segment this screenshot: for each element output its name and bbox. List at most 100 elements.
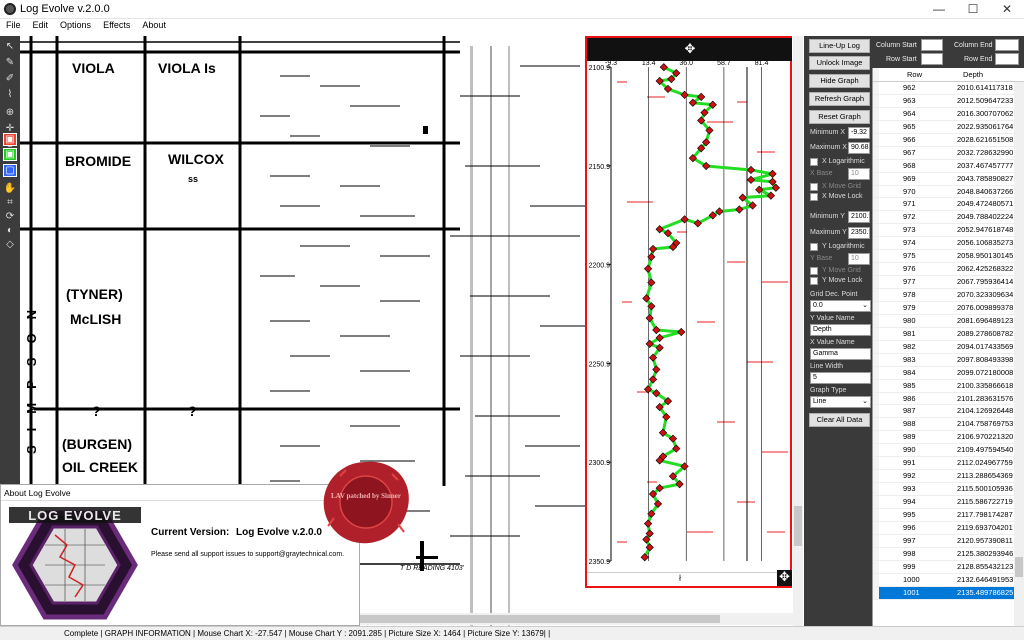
data-point-marker[interactable] (702, 161, 711, 171)
row-selector[interactable] (873, 224, 879, 237)
row-selector[interactable] (873, 496, 879, 508)
row-selector[interactable] (873, 146, 879, 159)
data-point-marker[interactable] (702, 138, 711, 147)
table-row[interactable]: 1001 2135.489786825 (873, 586, 1024, 600)
data-point-marker[interactable] (663, 229, 673, 238)
table-row[interactable]: 967 2032.728632990 (873, 146, 1024, 160)
data-point-marker[interactable] (680, 462, 689, 471)
pointer-tool-icon[interactable]: ↖ (5, 41, 15, 52)
data-point-marker[interactable] (655, 456, 664, 465)
x-move-lock-checkbox[interactable] (810, 193, 818, 201)
y-value-name-input[interactable]: Depth (810, 324, 871, 336)
row-selector[interactable] (873, 521, 879, 534)
row-selector[interactable] (873, 107, 879, 120)
table-row[interactable]: 963 2012.509647233 (873, 94, 1024, 108)
data-point-marker[interactable] (705, 126, 714, 135)
row-selector[interactable] (873, 353, 879, 366)
table-row[interactable]: 980 2081.696489123 (873, 314, 1024, 328)
hand-tool-icon[interactable]: ✋ (3, 183, 17, 194)
data-point-marker[interactable] (766, 191, 775, 200)
table-row[interactable]: 973 2052.947618748 (873, 224, 1024, 238)
table-row[interactable]: 1000 2132.646491953 (873, 573, 1024, 587)
table-row[interactable]: 985 2100.335866618 (873, 379, 1024, 393)
data-point-marker[interactable] (680, 90, 689, 99)
data-point-marker[interactable] (735, 205, 744, 214)
data-point-marker[interactable] (746, 165, 756, 175)
table-row[interactable]: 984 2099.072180008 (873, 366, 1024, 380)
row-selector[interactable] (873, 172, 879, 185)
y-base-input[interactable]: 10 (848, 253, 870, 265)
row-selector[interactable] (873, 379, 879, 392)
line-width-input[interactable]: 5 (810, 372, 871, 384)
data-point-marker[interactable] (697, 92, 706, 101)
data-point-marker[interactable] (655, 76, 664, 86)
data-point-marker[interactable] (746, 175, 756, 184)
table-row[interactable]: 989 2106.970221320 (873, 431, 1024, 445)
table-row[interactable]: 970 2048.840637266 (873, 185, 1024, 199)
table-row[interactable]: 993 2115.500105936 (873, 483, 1024, 496)
row-selector[interactable] (873, 327, 879, 340)
data-point-marker[interactable] (675, 480, 684, 489)
menu-file[interactable]: File (6, 20, 21, 30)
graph-type-select[interactable]: Line ⌄ (810, 396, 871, 408)
data-point-marker[interactable] (648, 375, 658, 384)
data-point-marker[interactable] (768, 169, 777, 179)
graph-bottom-move-handle-icon[interactable]: ✥ (777, 570, 792, 586)
data-point-marker[interactable] (643, 264, 653, 273)
table-row[interactable]: 992 2113.288654369 (873, 470, 1024, 484)
table-row[interactable]: 964 2016.300707062 (873, 107, 1024, 121)
y-move-grid-checkbox[interactable] (810, 267, 818, 275)
data-point-marker[interactable] (667, 74, 676, 84)
data-point-marker[interactable] (672, 444, 681, 453)
table-row[interactable]: 999 2128.855432123 (873, 560, 1024, 574)
x-logarithmic-checkbox[interactable] (810, 158, 818, 166)
column-header-row[interactable]: Row (907, 70, 923, 79)
data-point-marker[interactable] (655, 343, 664, 352)
max-x-input[interactable]: 90.68 (848, 142, 870, 154)
table-row[interactable]: 976 2062.425268322 (873, 263, 1024, 277)
data-point-marker[interactable] (697, 144, 706, 153)
menu-effects[interactable]: Effects (103, 20, 131, 30)
row-selector[interactable] (873, 547, 879, 560)
data-point-marker[interactable] (642, 535, 651, 544)
y-logarithmic-checkbox[interactable] (810, 243, 818, 251)
rotate-tool-icon[interactable]: ⟳ (5, 211, 15, 222)
table-row[interactable]: 988 2104.758769753 (873, 418, 1024, 432)
table-row[interactable]: 991 2112.024967759 (873, 457, 1024, 471)
data-table[interactable]: Row Depth 962 2010.614117318 963 2012.50964… (872, 68, 1024, 626)
close-button[interactable]: ✕ (1001, 2, 1013, 16)
row-selector[interactable] (873, 560, 879, 573)
crosshair-icon[interactable]: ✛ (5, 123, 15, 134)
table-row[interactable]: 977 2067.795936414 (873, 276, 1024, 289)
data-point-marker[interactable] (662, 412, 671, 422)
row-selector[interactable] (873, 418, 879, 431)
table-row[interactable]: 962 2010.614117318 (873, 82, 1024, 95)
min-y-input[interactable]: 2100.9 (848, 211, 870, 223)
row-selector[interactable] (873, 94, 879, 107)
data-point-marker[interactable] (642, 294, 651, 303)
data-point-marker[interactable] (655, 402, 664, 412)
row-selector[interactable] (873, 366, 879, 379)
data-point-marker[interactable] (708, 100, 717, 109)
table-row[interactable]: 966 2028.621651508 (873, 133, 1024, 147)
data-point-marker[interactable] (715, 207, 724, 216)
data-point-marker[interactable] (693, 219, 702, 228)
row-selector[interactable] (873, 586, 879, 599)
table-row[interactable]: 972 2049.788402224 (873, 211, 1024, 225)
row-selector[interactable] (873, 237, 879, 250)
data-point-marker[interactable] (688, 153, 697, 163)
table-row[interactable]: 996 2119.693704201 (873, 521, 1024, 535)
data-point-marker[interactable] (668, 472, 678, 481)
table-row[interactable]: 983 2097.808493398 (873, 353, 1024, 367)
table-row[interactable]: 975 2058.950130145 (873, 250, 1024, 264)
canvas-vertical-scrollbar[interactable] (793, 36, 803, 626)
y-move-lock-checkbox[interactable] (810, 277, 818, 285)
table-row[interactable]: 982 2094.017433569 (873, 340, 1024, 354)
unlock-image-button[interactable]: Unlock Image (809, 56, 870, 70)
x-value-name-input[interactable]: Gamma (810, 348, 871, 360)
reset-graph-button[interactable]: Reset Graph (809, 110, 870, 124)
canvas-horizontal-scroll-thumb[interactable] (360, 615, 720, 623)
data-point-marker[interactable] (771, 183, 780, 192)
table-row[interactable]: 974 2056.106835273 (873, 237, 1024, 251)
eraser-tool-icon[interactable]: ◇ (6, 239, 14, 250)
